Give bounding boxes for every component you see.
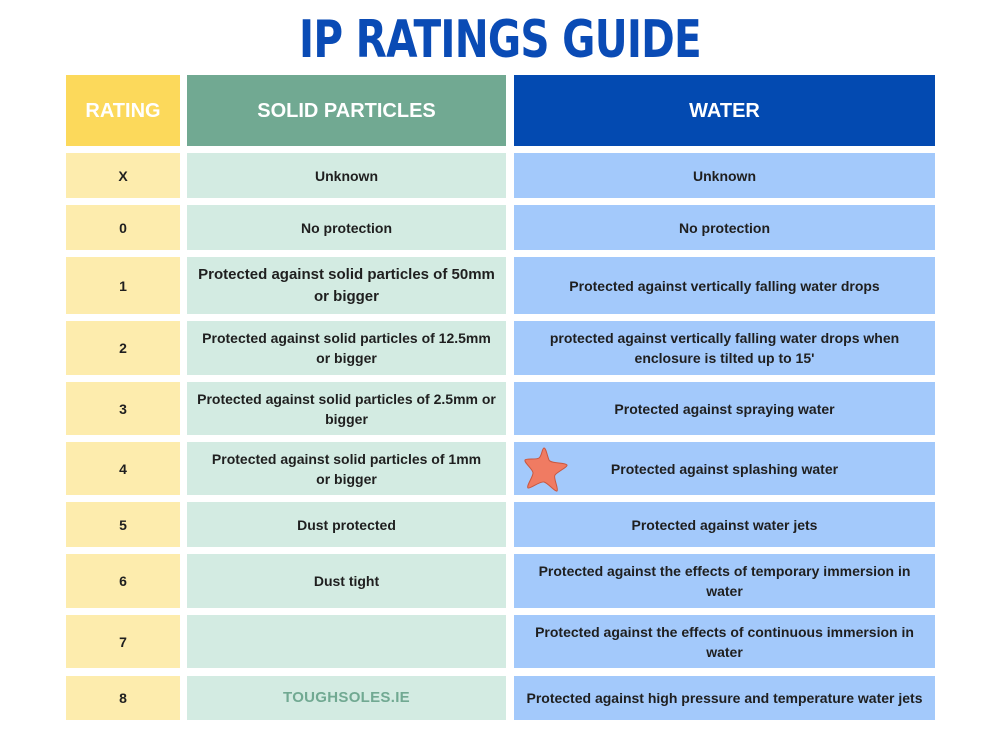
water-cell: Protected against the effects of continu… <box>514 615 935 668</box>
solid-cell: Dust protected <box>187 502 506 547</box>
solid-cell: No protection <box>187 205 506 250</box>
solid-cell: Unknown <box>187 153 506 198</box>
starfish-icon <box>524 447 568 492</box>
water-cell: No protection <box>514 205 935 250</box>
water-cell: Protected against the effects of tempora… <box>514 554 935 608</box>
rating-cell: 0 <box>66 205 180 250</box>
solid-cell: Protected against solid particles of 50m… <box>187 257 506 314</box>
water-cell: Protected against water jets <box>514 502 935 547</box>
solid-cell: Protected against solid particles of 1mm… <box>187 442 506 495</box>
water-cell: Protected against splashing water <box>514 442 935 495</box>
rating-cell: 5 <box>66 502 180 547</box>
solid-cell: Protected against solid particles of 2.5… <box>187 382 506 435</box>
rating-cell: 1 <box>66 257 180 314</box>
solid-cell: Protected against solid particles of 12.… <box>187 321 506 375</box>
rating-cell: 3 <box>66 382 180 435</box>
rating-cell: 2 <box>66 321 180 375</box>
solid-cell: Dust tight <box>187 554 506 608</box>
header-rating: RATING <box>66 75 180 146</box>
water-cell: Protected against high pressure and temp… <box>514 676 935 720</box>
rating-cell: 7 <box>66 615 180 668</box>
solid-cell <box>187 615 506 668</box>
header-solid-particles: SOLID PARTICLES <box>187 75 506 146</box>
water-cell: Protected against vertically falling wat… <box>514 257 935 314</box>
page-title: IP RATINGS GUIDE <box>299 10 702 70</box>
water-cell: Protected against spraying water <box>514 382 935 435</box>
rating-cell: 8 <box>66 676 180 720</box>
header-water: WATER <box>514 75 935 146</box>
water-cell: Unknown <box>514 153 935 198</box>
brand-website: TOUGHSOLES.IE <box>187 676 506 720</box>
rating-cell: 6 <box>66 554 180 608</box>
rating-cell: X <box>66 153 180 198</box>
rating-cell: 4 <box>66 442 180 495</box>
water-cell: protected against vertically falling wat… <box>514 321 935 375</box>
